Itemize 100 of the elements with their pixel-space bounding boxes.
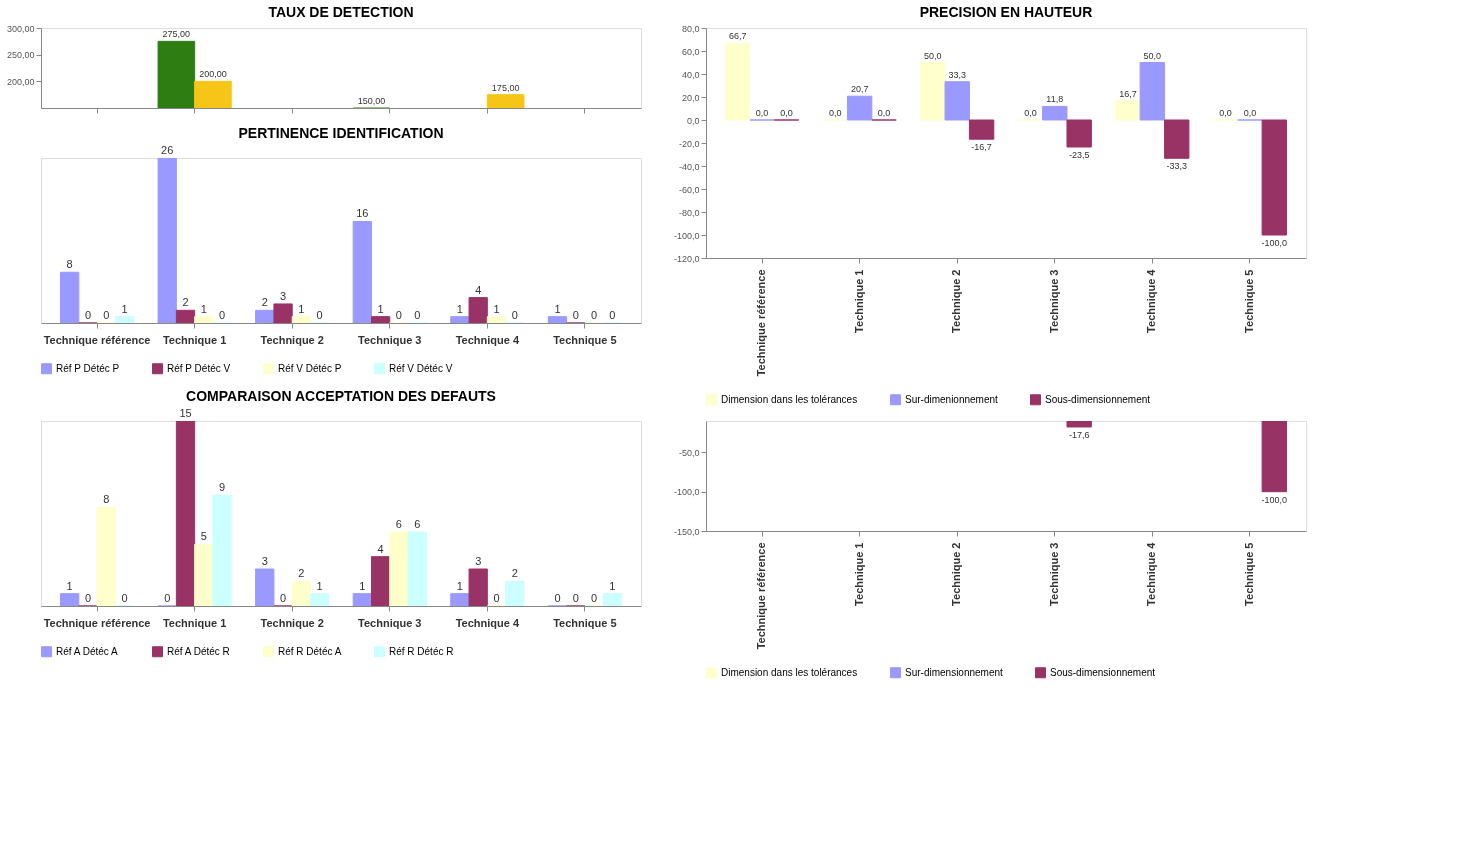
data-label: 9 <box>219 481 226 493</box>
data-label: 0 <box>590 309 598 321</box>
legend-label: Réf V Détéc V <box>389 362 453 374</box>
data-label: 1 <box>456 302 463 315</box>
data-label: 0 <box>511 309 518 321</box>
data-label: 1 <box>66 579 73 592</box>
legend-label: Dimension dans les tolérances <box>721 666 858 678</box>
data-label: -100,0 <box>1261 494 1288 505</box>
data-label: 0,0 <box>755 108 769 118</box>
data-label: 0 <box>554 592 561 604</box>
data-label: 1 <box>298 302 305 315</box>
y-tick-label: -60,0 <box>678 184 700 195</box>
y-tick-label: 250,00 <box>6 50 35 61</box>
data-label: 8 <box>66 258 73 271</box>
data-label: 0 <box>84 592 92 604</box>
legend-label: Réf A Détéc R <box>167 645 230 657</box>
y-tick-label: -80,0 <box>678 207 700 218</box>
data-label: 50,0 <box>924 50 942 61</box>
data-label: 1 <box>456 579 463 592</box>
data-label: 3 <box>261 555 268 567</box>
data-label: 0 <box>493 592 500 604</box>
data-label: 0 <box>590 592 598 604</box>
x-tick-label: Technique 3 <box>1047 542 1060 606</box>
data-label: 6 <box>414 518 421 530</box>
x-tick-label: Technique 4 <box>455 616 520 629</box>
y-tick-label: 40,0 <box>681 69 700 80</box>
x-tick-label: Technique 2 <box>260 616 324 629</box>
data-label: -16,7 <box>971 142 992 153</box>
y-tick-label: 20,0 <box>681 92 700 103</box>
data-label: 0 <box>572 592 579 604</box>
data-label: 2 <box>182 296 189 309</box>
data-label: 15 <box>179 407 192 419</box>
x-tick-label: Technique 4 <box>455 333 520 346</box>
y-tick-label: -150,0 <box>673 526 700 537</box>
data-label: 0 <box>121 592 128 604</box>
data-label: -17,6 <box>1068 429 1090 440</box>
data-label: 0,0 <box>1024 108 1037 118</box>
data-label: -100,0 <box>1261 238 1288 248</box>
data-label: 2 <box>261 296 268 309</box>
data-label: 11,8 <box>1046 94 1064 105</box>
data-label: 3 <box>280 289 287 302</box>
x-tick-label: Technique 3 <box>358 333 422 346</box>
data-label: 8 <box>103 493 110 506</box>
data-label: 0,0 <box>877 108 891 118</box>
data-label: 2 <box>511 567 518 580</box>
data-label: 1 <box>377 302 384 315</box>
data-label: 1 <box>316 579 323 592</box>
y-tick-label: -100,0 <box>673 230 700 241</box>
y-tick-label: 200,00 <box>6 76 35 87</box>
legend-label: Dimension dans les tolérances <box>721 393 858 405</box>
y-tick-label: 0,0 <box>686 115 700 126</box>
data-label: 0 <box>280 592 287 604</box>
legend-label: Réf A Détéc A <box>56 645 119 657</box>
y-tick-label: -50,0 <box>678 447 700 458</box>
data-label: 4 <box>377 542 384 555</box>
data-label: 5 <box>200 530 207 543</box>
legend-label: Réf P Détéc P <box>56 362 120 374</box>
data-label: 1 <box>609 579 616 592</box>
data-label: 16,7 <box>1119 88 1137 99</box>
data-label: 26 <box>161 144 174 156</box>
data-label: 16 <box>356 207 369 220</box>
chart-title: COMPARAISON ACCEPTATION DES DEFAUTS <box>186 388 496 404</box>
legend-label: Sous-dimensionnement <box>1045 393 1151 405</box>
x-tick-label: Technique 4 <box>1145 268 1158 333</box>
data-label: 0 <box>164 592 171 604</box>
data-label: -33,3 <box>1166 161 1187 172</box>
data-label: 0,0 <box>1243 108 1257 118</box>
data-label: 1 <box>359 579 366 592</box>
data-label: 3 <box>475 555 482 567</box>
data-label: -23,5 <box>1068 150 1090 161</box>
y-tick-label: -120,0 <box>673 253 700 264</box>
legend-label: Sur-dimensionnement <box>905 666 1004 678</box>
x-tick-label: Technique 5 <box>553 333 617 346</box>
legend-label: Réf V Détéc P <box>278 362 342 374</box>
chart-title: PRECISION EN HAUTEUR <box>919 4 1093 20</box>
data-label: 1 <box>121 302 128 315</box>
data-label: 20,7 <box>850 84 869 95</box>
x-tick-label: Technique référence <box>43 333 151 346</box>
x-tick-label: Technique 1 <box>162 616 227 629</box>
data-label: 1 <box>554 302 561 315</box>
x-tick-label: Technique 5 <box>553 616 617 629</box>
y-tick-label: -20,0 <box>678 138 700 149</box>
x-tick-label: Technique 3 <box>1047 269 1060 333</box>
data-label: 66,7 <box>728 31 747 42</box>
x-tick-label: Technique 1 <box>162 333 227 346</box>
data-label: 4 <box>475 283 482 296</box>
y-tick-label: -100,0 <box>673 487 700 498</box>
legend-label: Réf P Détéc V <box>167 362 231 374</box>
chart-title: TAUX DE DETECTION <box>268 4 414 20</box>
data-label: 0 <box>609 309 616 321</box>
data-label: 0 <box>103 309 110 321</box>
chart-title: PERTINENCE IDENTIFICATION <box>238 125 444 141</box>
x-tick-label: Technique 5 <box>1242 542 1255 606</box>
y-tick-label: -40,0 <box>678 161 700 172</box>
data-label: 0,0 <box>780 108 793 118</box>
data-label: 33,3 <box>948 69 966 80</box>
data-label: 0 <box>219 309 226 321</box>
y-tick-label: 60,0 <box>681 46 700 57</box>
data-label: 0 <box>572 309 579 321</box>
data-label: 200,00 <box>199 69 227 80</box>
